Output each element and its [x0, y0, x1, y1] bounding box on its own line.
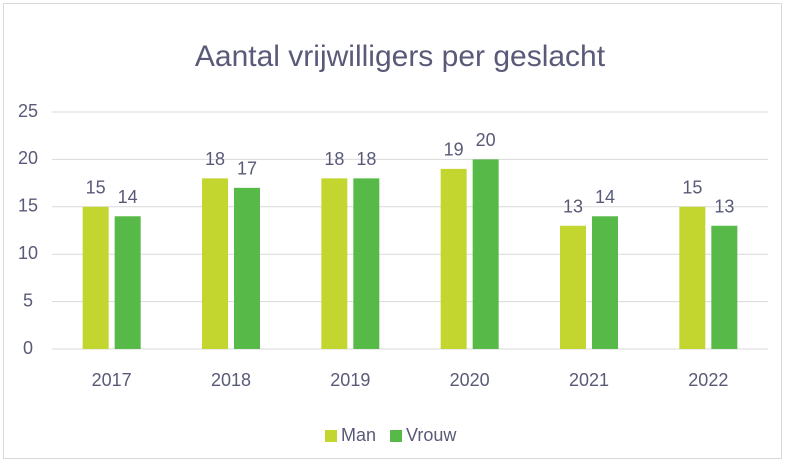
x-tick-label: 2021 — [569, 370, 609, 390]
data-label: 14 — [118, 187, 138, 207]
data-label: 15 — [86, 178, 106, 198]
data-label: 13 — [714, 197, 734, 217]
y-tick-label: 10 — [18, 243, 38, 263]
data-label: 14 — [595, 187, 615, 207]
legend-swatch — [325, 430, 337, 442]
bar — [353, 178, 380, 349]
bar — [234, 187, 260, 349]
bar — [321, 178, 348, 349]
bar — [711, 225, 738, 349]
bar — [592, 216, 618, 349]
data-label: 18 — [205, 149, 225, 169]
y-tick-label: 0 — [23, 338, 33, 358]
x-tick-label: 2018 — [211, 370, 251, 390]
bar — [114, 216, 141, 349]
bar — [82, 206, 109, 349]
data-label: 19 — [444, 140, 464, 160]
data-label: 18 — [324, 149, 344, 169]
y-tick-label: 15 — [18, 196, 38, 216]
y-tick-label: 5 — [23, 290, 33, 310]
bar — [440, 168, 467, 349]
x-tick-label: 2017 — [92, 370, 132, 390]
chart-title: Aantal vrijwilligers per geslacht — [195, 40, 606, 73]
data-label: 17 — [237, 159, 257, 179]
data-label: 18 — [356, 149, 376, 169]
legend-swatch — [390, 430, 403, 442]
y-tick-label: 25 — [18, 101, 38, 121]
bar — [679, 206, 706, 349]
data-label: 13 — [563, 197, 583, 217]
data-label: 20 — [476, 130, 496, 150]
legend-label: Man — [341, 425, 376, 445]
data-label: 15 — [682, 178, 702, 198]
bar — [472, 159, 499, 349]
x-tick-label: 2020 — [450, 370, 490, 390]
y-tick-label: 20 — [18, 148, 38, 168]
bar — [202, 178, 228, 349]
bar — [560, 225, 586, 349]
x-tick-label: 2019 — [330, 370, 370, 390]
x-tick-label: 2022 — [688, 370, 728, 390]
legend-label: Vrouw — [406, 425, 457, 445]
